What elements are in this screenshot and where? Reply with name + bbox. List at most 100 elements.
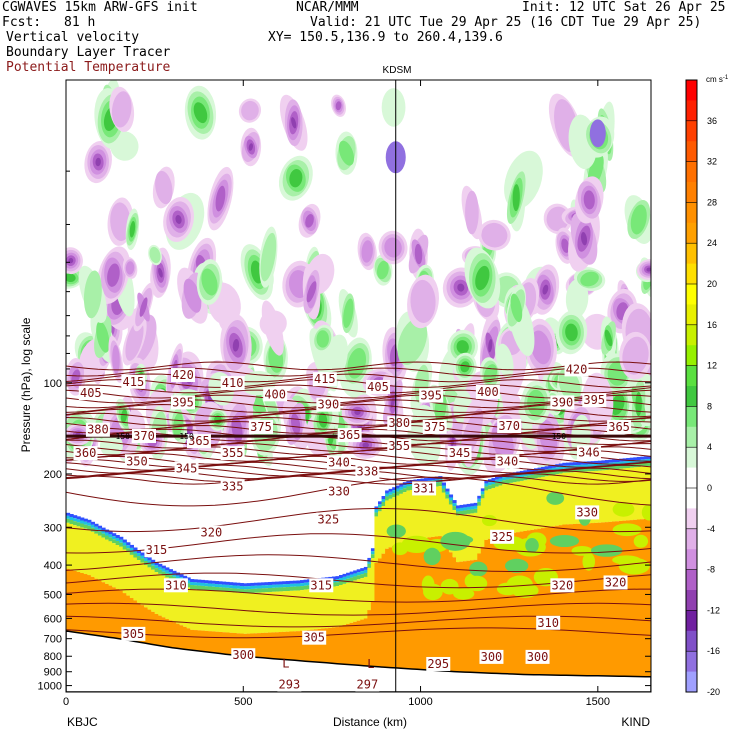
tracer-band xyxy=(101,537,106,583)
theta-label: 295 xyxy=(427,657,449,671)
theta-label-bg xyxy=(536,615,561,630)
tracer-edge xyxy=(452,503,457,507)
chart-title: KDSM xyxy=(383,65,412,76)
tracer-band xyxy=(349,581,354,623)
theta-label-bg xyxy=(575,505,600,520)
theta-label-bg xyxy=(302,630,327,645)
tracer-band xyxy=(413,539,418,670)
tracer-edge xyxy=(388,491,393,495)
theta-label-bg xyxy=(78,386,103,401)
tracer-edge xyxy=(626,461,631,465)
tracer-band xyxy=(473,559,478,673)
tracer-edge xyxy=(168,572,173,576)
tracer-band xyxy=(339,584,344,627)
y-tick-label: 200 xyxy=(44,469,62,481)
tracer-edge xyxy=(597,460,602,464)
tracer-edge xyxy=(151,559,156,563)
tracer-band xyxy=(105,539,110,584)
tracer-band xyxy=(129,550,134,555)
tracer-edge xyxy=(303,582,308,586)
tracer-band xyxy=(388,494,393,499)
velocity-cell xyxy=(120,408,128,424)
tracer-band xyxy=(218,631,223,654)
tracer-band xyxy=(516,477,521,482)
tracer-edge xyxy=(480,491,485,495)
tracer-band xyxy=(459,510,464,515)
tracer-band xyxy=(583,467,588,472)
tracer-band xyxy=(115,545,120,589)
tracer-band xyxy=(165,618,170,647)
velocity-cell xyxy=(83,270,102,319)
tracer-band xyxy=(619,464,624,469)
tracer-edge xyxy=(115,535,120,539)
tracer-edge xyxy=(526,469,532,473)
tracer-band xyxy=(147,563,152,568)
tracer-edge xyxy=(218,584,223,588)
tracer-edge xyxy=(126,545,131,549)
tracer-edge xyxy=(406,480,411,484)
tracer-band xyxy=(516,532,521,675)
theta-label-bg xyxy=(220,446,245,461)
tracer-band xyxy=(200,630,205,652)
tracer-edge xyxy=(601,463,606,467)
y-tick-label: 900 xyxy=(44,667,62,679)
velocity-cell xyxy=(630,204,647,235)
tracer-band xyxy=(108,585,113,638)
tracer-band xyxy=(626,468,631,521)
tracer-edge xyxy=(246,583,251,587)
velocity-cell xyxy=(193,102,208,124)
tracer-band xyxy=(253,633,259,658)
theta-label-bg xyxy=(249,419,273,434)
theta-line xyxy=(66,476,651,507)
field-boundary-layer-tracer: Boundary Layer Tracer xyxy=(6,45,171,60)
tracer-edge xyxy=(604,460,610,464)
theta-label: 395 xyxy=(172,395,194,409)
colorbar-label: -16 xyxy=(707,646,720,656)
tracer-band xyxy=(342,624,347,665)
tracer-band xyxy=(558,525,563,676)
tracer-band xyxy=(158,569,163,574)
tracer-edge xyxy=(456,505,461,509)
theta-label-bg xyxy=(121,374,146,389)
tracer-edge xyxy=(147,560,152,564)
tracer-edge xyxy=(633,457,638,461)
colorbar-swatch xyxy=(686,671,697,693)
tracer-band xyxy=(289,631,294,660)
tracer-patch xyxy=(549,535,580,548)
tracer-band xyxy=(328,586,333,628)
tracer-edge xyxy=(378,501,383,505)
colorbar-swatch xyxy=(686,508,697,530)
velocity-cell xyxy=(112,345,120,374)
tracer-band xyxy=(498,481,503,486)
tracer-band xyxy=(246,593,251,634)
tracer-band xyxy=(558,469,563,474)
colorbar-swatch xyxy=(686,488,697,509)
theta-label: 331 xyxy=(413,481,435,495)
tracer-edge xyxy=(278,581,283,585)
tracer-band xyxy=(246,589,251,594)
velocity-cell xyxy=(558,368,581,403)
tracer-band xyxy=(356,579,361,621)
tracer-edge xyxy=(356,569,361,573)
colorbar-label: 8 xyxy=(707,401,712,411)
tracer-band xyxy=(317,628,322,663)
tracer-band xyxy=(83,524,88,529)
tracer-band xyxy=(296,586,301,591)
theta-line xyxy=(66,412,651,422)
velocity-cell xyxy=(99,433,123,458)
tracer-band xyxy=(225,587,230,592)
tracer-band xyxy=(204,590,209,631)
velocity-cell xyxy=(377,260,389,280)
tracer-band xyxy=(243,633,248,657)
tracer-band xyxy=(565,524,571,676)
terrain xyxy=(66,630,651,692)
tracer-band xyxy=(261,632,266,658)
tracer-edge xyxy=(370,548,376,552)
tracer-edge xyxy=(406,483,411,487)
tracer-edge xyxy=(197,582,202,586)
colorbar-swatch xyxy=(686,202,697,224)
tracer-band xyxy=(594,466,599,471)
tracer-band xyxy=(360,619,365,666)
tracer-band xyxy=(466,560,471,673)
colorbar-swatch xyxy=(686,569,697,591)
